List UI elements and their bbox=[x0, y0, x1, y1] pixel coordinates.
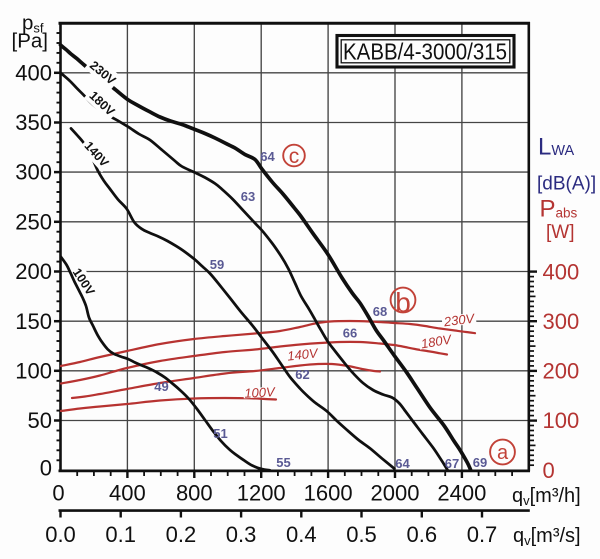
svg-text:300: 300 bbox=[15, 160, 52, 185]
svg-text:400: 400 bbox=[543, 259, 580, 284]
svg-text:230V: 230V bbox=[442, 311, 476, 330]
svg-text:0.3: 0.3 bbox=[226, 522, 257, 547]
svg-text:180V: 180V bbox=[420, 332, 454, 352]
svg-text:51: 51 bbox=[213, 426, 227, 441]
svg-text:350: 350 bbox=[15, 110, 52, 135]
svg-text:400: 400 bbox=[109, 481, 146, 506]
svg-text:55: 55 bbox=[276, 455, 290, 470]
svg-text:0.4: 0.4 bbox=[286, 522, 317, 547]
svg-text:qv[m³/h]: qv[m³/h] bbox=[512, 485, 581, 508]
svg-text:0.2: 0.2 bbox=[166, 522, 197, 547]
svg-text:50: 50 bbox=[28, 408, 52, 433]
svg-text:2400: 2400 bbox=[437, 481, 486, 506]
svg-text:0: 0 bbox=[52, 481, 64, 506]
svg-text:400: 400 bbox=[15, 60, 52, 85]
svg-text:100: 100 bbox=[15, 358, 52, 383]
svg-text:300: 300 bbox=[543, 309, 580, 334]
svg-text:100V: 100V bbox=[244, 384, 276, 401]
svg-text:69: 69 bbox=[473, 455, 487, 470]
svg-text:0.6: 0.6 bbox=[407, 522, 438, 547]
svg-text:0.1: 0.1 bbox=[105, 522, 136, 547]
svg-text:250: 250 bbox=[15, 209, 52, 234]
svg-text:64: 64 bbox=[395, 456, 410, 471]
svg-text:63: 63 bbox=[241, 189, 255, 204]
svg-text:140V: 140V bbox=[287, 345, 320, 363]
svg-text:150: 150 bbox=[15, 309, 52, 334]
svg-text:c: c bbox=[289, 145, 300, 168]
svg-text:800: 800 bbox=[176, 481, 213, 506]
svg-text:[dB(A)]: [dB(A)] bbox=[537, 174, 596, 195]
svg-text:67: 67 bbox=[445, 456, 459, 471]
svg-text:0.0: 0.0 bbox=[45, 522, 76, 547]
svg-text:49: 49 bbox=[154, 379, 168, 394]
svg-text:200: 200 bbox=[15, 259, 52, 284]
svg-text:qv[m³/s]: qv[m³/s] bbox=[513, 525, 581, 548]
svg-text:b: b bbox=[395, 287, 411, 318]
svg-text:59: 59 bbox=[210, 257, 224, 272]
svg-text:a: a bbox=[497, 442, 509, 464]
svg-text:0.5: 0.5 bbox=[346, 522, 377, 547]
svg-text:200: 200 bbox=[543, 359, 580, 384]
svg-text:0: 0 bbox=[543, 458, 555, 483]
svg-text:[Pa]: [Pa] bbox=[12, 30, 48, 53]
svg-text:2000: 2000 bbox=[371, 481, 420, 506]
svg-text:100: 100 bbox=[543, 408, 580, 433]
svg-text:0: 0 bbox=[40, 455, 52, 480]
svg-text:62: 62 bbox=[295, 367, 309, 382]
svg-text:1200: 1200 bbox=[237, 481, 286, 506]
svg-text:KABB/4-3000/315: KABB/4-3000/315 bbox=[343, 39, 507, 65]
svg-text:68: 68 bbox=[373, 304, 387, 319]
svg-text:[W]: [W] bbox=[546, 222, 575, 243]
svg-text:66: 66 bbox=[343, 326, 357, 341]
svg-text:0.7: 0.7 bbox=[467, 522, 498, 547]
svg-text:64: 64 bbox=[260, 149, 275, 164]
svg-text:1600: 1600 bbox=[304, 481, 353, 506]
